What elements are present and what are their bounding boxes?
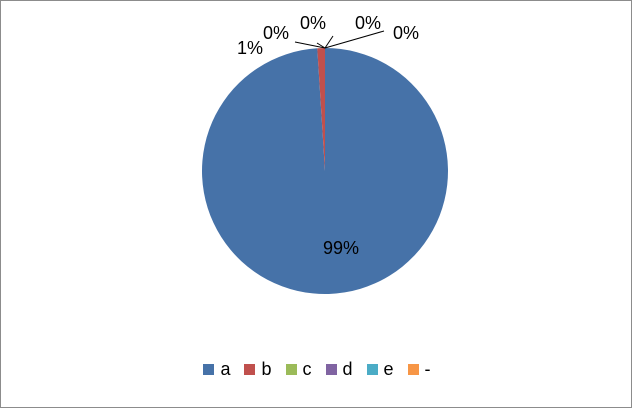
legend-swatch-dash (407, 364, 419, 375)
legend-swatch-c (285, 364, 297, 375)
legend-label-dash: - (424, 359, 431, 379)
data-label-d: 0% (300, 13, 326, 33)
leader-line-dash (324, 30, 385, 49)
legend-label-c: c (302, 359, 312, 379)
legend-item-a: a (203, 359, 230, 380)
legend-swatch-e (366, 364, 378, 375)
pie-slice-a (202, 48, 449, 294)
legend-label-b: b (261, 359, 272, 379)
data-label-e: 0% (355, 13, 381, 33)
data-label-b: 1% (237, 38, 263, 58)
data-label-c: 0% (263, 23, 289, 43)
legend: a b c d e - (1, 359, 632, 380)
pie-slice-b (317, 48, 325, 171)
data-label-dash: 0% (393, 23, 419, 43)
legend-item-dash: - (407, 359, 431, 380)
legend-label-a: a (220, 359, 231, 379)
leader-line-e (324, 35, 334, 49)
legend-swatch-a (203, 364, 215, 375)
leader-line-d (316, 42, 326, 49)
legend-label-d: d (342, 359, 353, 379)
legend-item-c: c (285, 359, 312, 380)
data-label-a: 99% (323, 238, 359, 258)
legend-item-e: e (366, 359, 394, 380)
leader-line-c (294, 41, 326, 49)
legend-item-d: d (325, 359, 353, 380)
legend-swatch-d (325, 364, 337, 375)
legend-swatch-b (244, 364, 256, 375)
legend-item-b: b (244, 359, 272, 380)
legend-label-e: e (383, 359, 394, 379)
